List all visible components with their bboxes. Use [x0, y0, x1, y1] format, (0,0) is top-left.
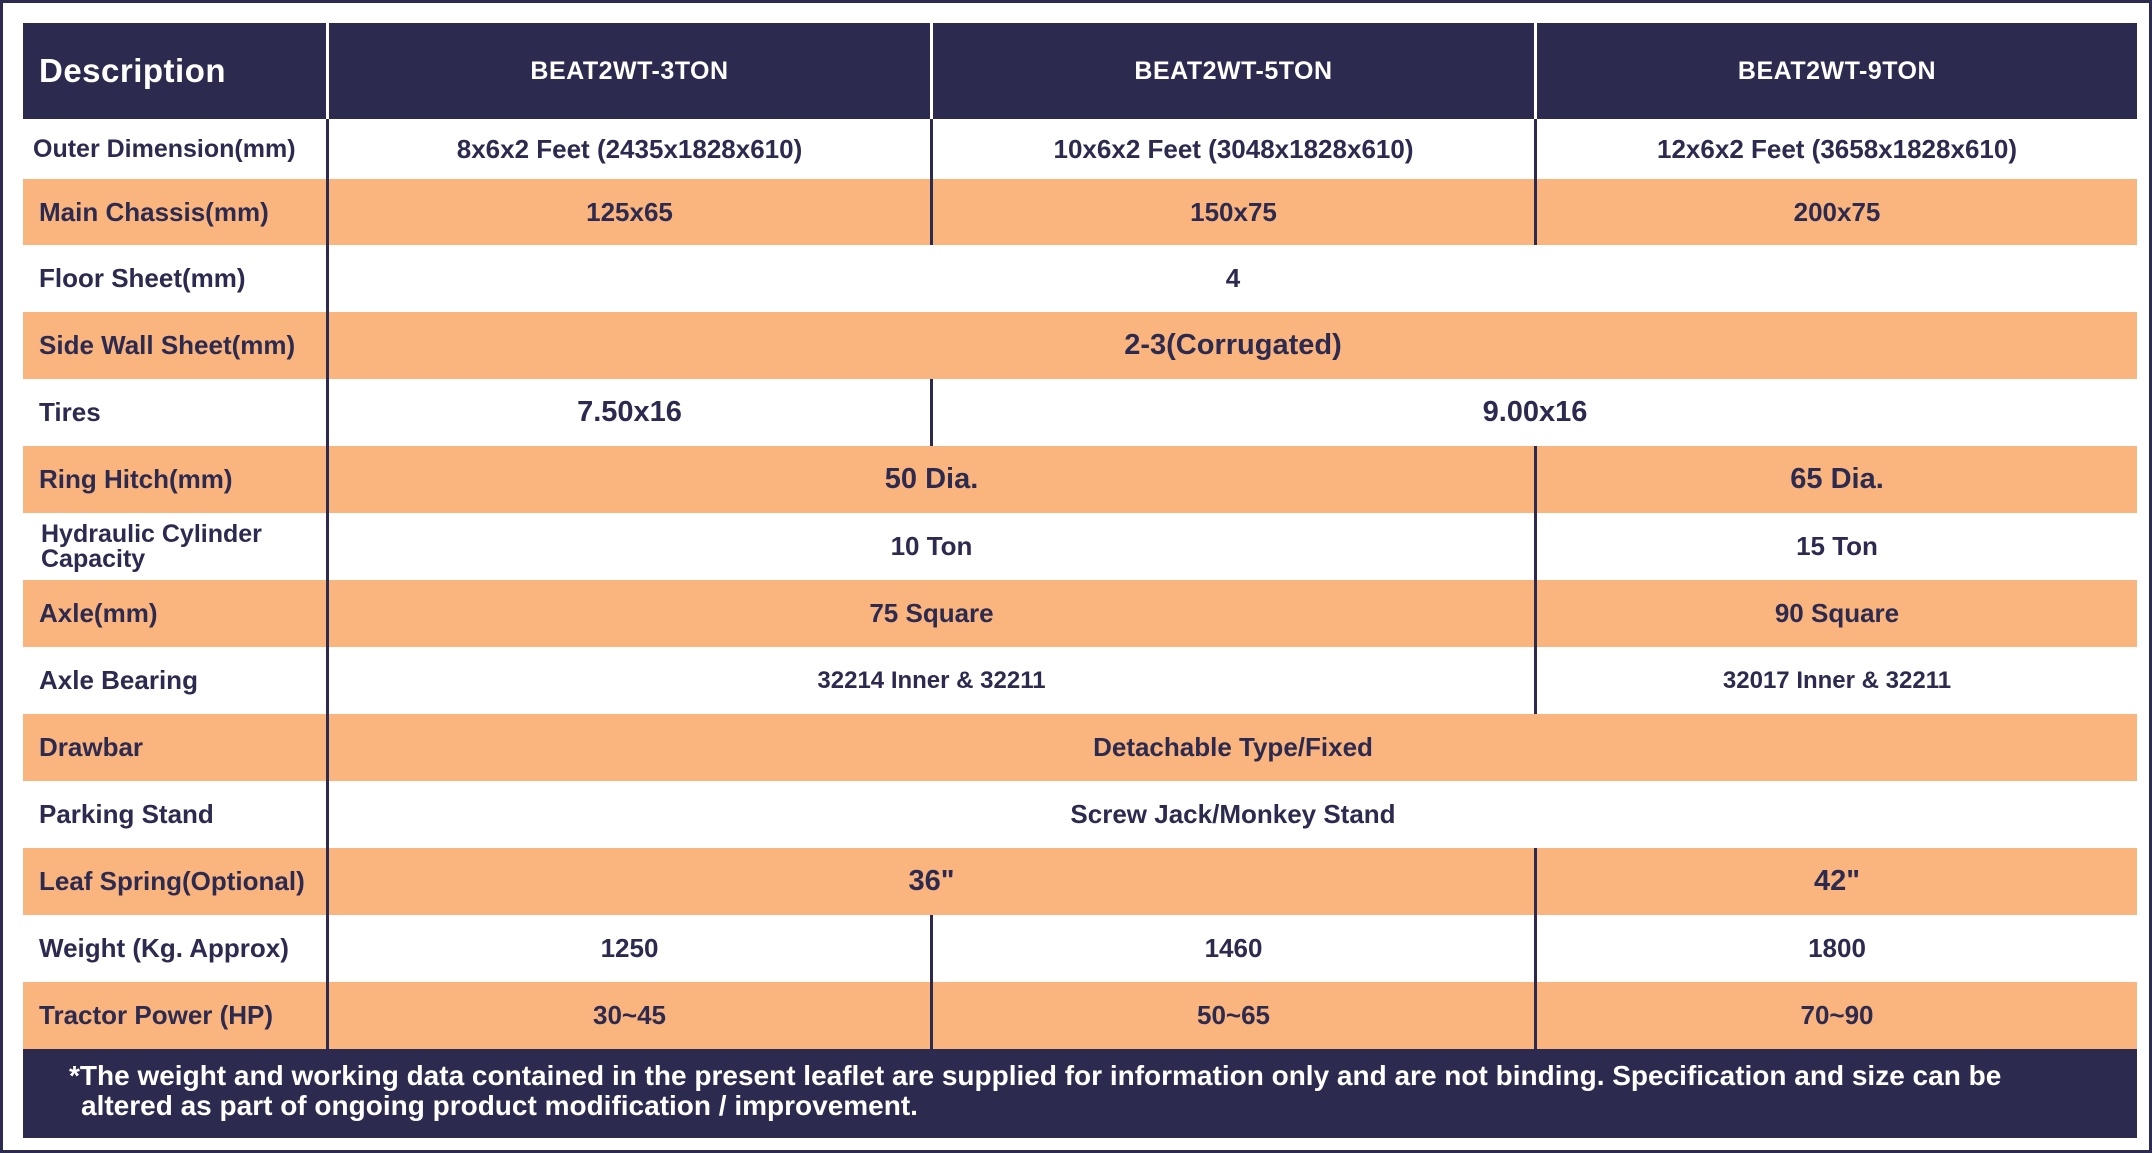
leaf-spring-9ton: 42": [1537, 848, 2137, 915]
column-divider: [326, 312, 329, 379]
outer-dimension-5ton: 10x6x2 Feet (3048x1828x610): [933, 119, 1534, 179]
column-divider: [1534, 982, 1537, 1049]
row-label-main-chassis: Main Chassis(mm): [23, 179, 326, 245]
axle-bearing-9ton: 32017 Inner & 32211: [1537, 647, 2137, 714]
tires-3ton: 7.50x16: [329, 379, 930, 446]
spec-table: Description BEAT2WT-3TON BEAT2WT-5TON BE…: [23, 23, 2137, 1138]
column-divider: [326, 848, 329, 915]
ring-hitch-9ton: 65 Dia.: [1537, 446, 2137, 513]
column-divider: [1534, 23, 1537, 119]
header-model-3ton: BEAT2WT-3TON: [329, 23, 930, 119]
column-divider: [326, 379, 329, 446]
column-divider: [930, 379, 933, 446]
column-divider: [326, 179, 329, 245]
axle-3ton-5ton: 75 Square: [329, 580, 1534, 647]
tractor-power-9ton: 70~90: [1537, 982, 2137, 1049]
main-chassis-9ton: 200x75: [1537, 179, 2137, 245]
column-divider: [326, 245, 329, 312]
row-label-axle: Axle(mm): [23, 580, 326, 647]
column-divider: [1534, 179, 1537, 245]
column-divider: [930, 119, 933, 179]
header-model-5ton: BEAT2WT-5TON: [933, 23, 1534, 119]
weight-3ton: 1250: [329, 915, 930, 982]
axle-9ton: 90 Square: [1537, 580, 2137, 647]
column-divider: [930, 23, 933, 119]
column-divider: [326, 647, 329, 714]
column-divider: [930, 179, 933, 245]
column-divider: [326, 714, 329, 781]
column-divider: [930, 982, 933, 1049]
column-divider: [1534, 119, 1537, 179]
outer-dimension-3ton: 8x6x2 Feet (2435x1828x610): [329, 119, 930, 179]
column-divider: [1534, 446, 1537, 513]
row-label-axle-bearing: Axle Bearing: [23, 647, 326, 714]
header-model-9ton: BEAT2WT-9TON: [1537, 23, 2137, 119]
parking-stand-all: Screw Jack/Monkey Stand: [329, 781, 2137, 848]
column-divider: [326, 982, 329, 1049]
column-divider: [1534, 915, 1537, 982]
header-description: Description: [23, 23, 326, 119]
side-wall-sheet-all: 2-3(Corrugated): [329, 312, 2137, 379]
column-divider: [326, 781, 329, 848]
row-label-drawbar: Drawbar: [23, 714, 326, 781]
drawbar-all: Detachable Type/Fixed: [329, 714, 2137, 781]
row-label-side-wall-sheet: Side Wall Sheet(mm): [23, 312, 326, 379]
column-divider: [1534, 647, 1537, 714]
floor-sheet-all: 4: [329, 245, 2137, 312]
column-divider: [1534, 513, 1537, 580]
tractor-power-5ton: 50~65: [933, 982, 1534, 1049]
main-chassis-5ton: 150x75: [933, 179, 1534, 245]
footnote-disclaimer: *The weight and working data contained i…: [23, 1049, 2137, 1138]
weight-5ton: 1460: [933, 915, 1534, 982]
hydraulic-cylinder-3ton-5ton: 10 Ton: [329, 513, 1534, 580]
hydraulic-cylinder-9ton: 15 Ton: [1537, 513, 2137, 580]
row-label-weight: Weight (Kg. Approx): [23, 915, 326, 982]
column-divider: [1534, 848, 1537, 915]
column-divider: [326, 23, 329, 119]
column-divider: [1534, 580, 1537, 647]
row-label-outer-dimension: Outer Dimension(mm): [23, 119, 326, 179]
column-divider: [326, 119, 329, 179]
row-label-hydraulic-cylinder: Hydraulic Cylinder Capacity: [23, 513, 326, 580]
column-divider: [326, 915, 329, 982]
row-label-parking-stand: Parking Stand: [23, 781, 326, 848]
column-divider: [326, 513, 329, 580]
tires-5ton-9ton: 9.00x16: [933, 379, 2137, 446]
main-chassis-3ton: 125x65: [329, 179, 930, 245]
row-label-leaf-spring: Leaf Spring(Optional): [23, 848, 326, 915]
row-label-tires: Tires: [23, 379, 326, 446]
ring-hitch-3ton-5ton: 50 Dia.: [329, 446, 1534, 513]
outer-dimension-9ton: 12x6x2 Feet (3658x1828x610): [1537, 119, 2137, 179]
row-label-tractor-power: Tractor Power (HP): [23, 982, 326, 1049]
column-divider: [930, 915, 933, 982]
axle-bearing-3ton-5ton: 32214 Inner & 32211: [329, 647, 1534, 714]
tractor-power-3ton: 30~45: [329, 982, 930, 1049]
row-label-ring-hitch: Ring Hitch(mm): [23, 446, 326, 513]
row-label-floor-sheet: Floor Sheet(mm): [23, 245, 326, 312]
column-divider: [326, 580, 329, 647]
weight-9ton: 1800: [1537, 915, 2137, 982]
leaf-spring-3ton-5ton: 36": [329, 848, 1534, 915]
column-divider: [326, 446, 329, 513]
